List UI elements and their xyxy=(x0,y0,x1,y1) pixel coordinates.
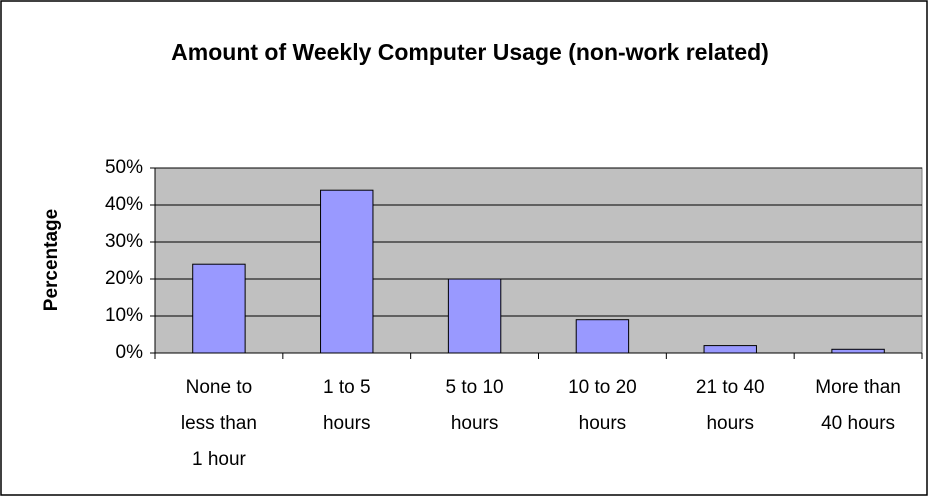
bar xyxy=(831,348,885,354)
chart-title: Amount of Weekly Computer Usage (non-wor… xyxy=(171,39,769,65)
x-tick-label: More than 40 hours xyxy=(815,377,901,434)
bar xyxy=(320,189,374,354)
plot-area xyxy=(154,167,923,354)
y-tick-label: 50% xyxy=(105,157,143,178)
x-tick-label: 5 to 10 hours xyxy=(445,377,504,434)
y-tick-label: 20% xyxy=(105,268,143,289)
y-axis-title: Percentage xyxy=(41,209,62,311)
y-tick-label: 30% xyxy=(105,231,143,252)
bar xyxy=(575,319,630,354)
x-tick-label: 1 to 5 hours xyxy=(322,377,371,434)
bar xyxy=(192,263,246,354)
bar xyxy=(447,278,502,354)
x-tick-label: 21 to 40 hours xyxy=(695,377,765,434)
bar xyxy=(703,345,757,354)
x-tick-label: None to less than 1 hour xyxy=(180,377,257,470)
x-tick-label: 10 to 20 hours xyxy=(568,377,637,434)
y-tick-label: 0% xyxy=(116,342,144,363)
y-tick-label: 40% xyxy=(105,194,143,215)
y-tick-label: 10% xyxy=(105,305,143,326)
